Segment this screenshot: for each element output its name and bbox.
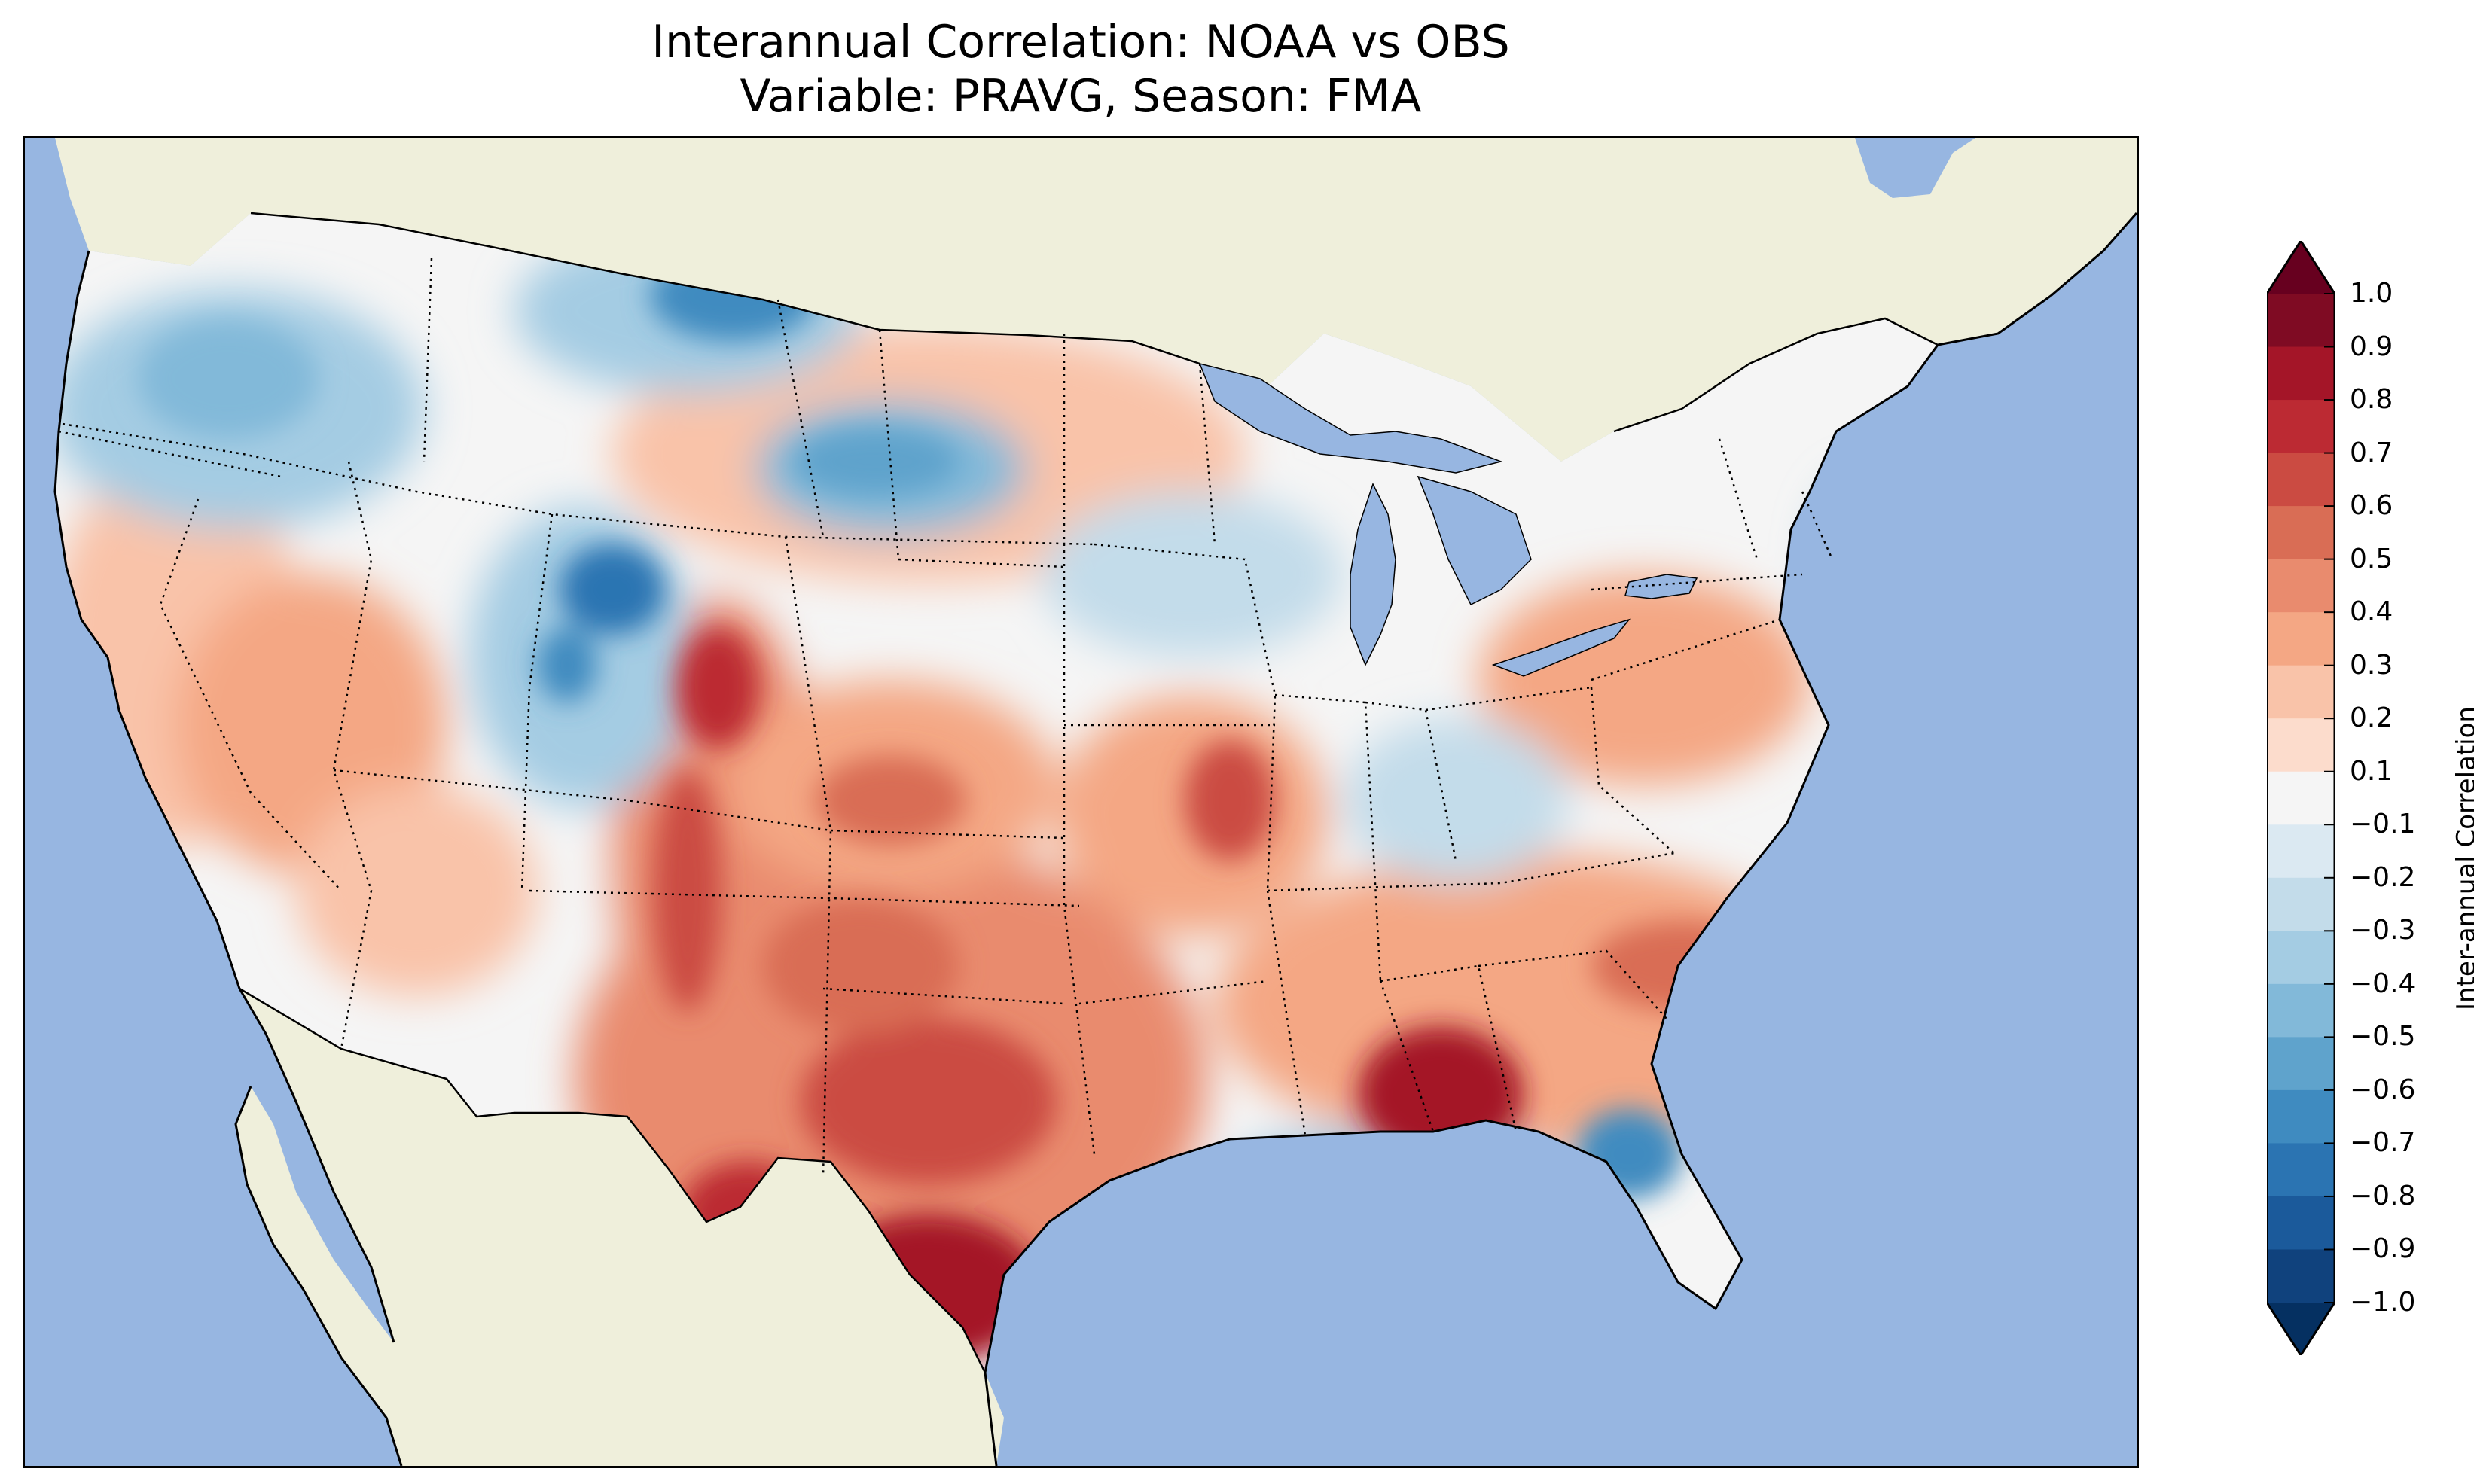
pos-core-front-range bbox=[654, 770, 721, 1011]
colorbar-tick-label: −1.0 bbox=[2350, 1287, 2416, 1318]
colorbar-tick-label: 0.7 bbox=[2350, 437, 2393, 468]
canada-land bbox=[25, 138, 2137, 462]
colorbar-tick-label: 0.4 bbox=[2350, 596, 2393, 628]
colorbar-segment bbox=[2267, 1143, 2335, 1197]
pos-core-oklahoma bbox=[763, 898, 959, 1034]
pos-core-colorado bbox=[676, 627, 759, 748]
lake-ontario bbox=[1624, 574, 1698, 599]
colorbar-tick-label: −0.1 bbox=[2350, 809, 2416, 840]
colorbar-label: Inter-annual Correlation bbox=[2451, 706, 2474, 1010]
colorbar-segment bbox=[2267, 931, 2335, 985]
coastlines bbox=[53, 212, 2137, 1466]
conus-correlation-map bbox=[25, 138, 2137, 1466]
colorbar-segment bbox=[2267, 1196, 2335, 1250]
colorbar-segment bbox=[2267, 1089, 2335, 1144]
lake-michigan bbox=[1350, 483, 1396, 666]
figure-title-line2: Variable: PRAVG, Season: FMA bbox=[740, 70, 1422, 123]
pos-core-kansas bbox=[816, 755, 966, 846]
colorbar-tick-label: −0.9 bbox=[2350, 1233, 2416, 1265]
colorbar-tick-label: 1.0 bbox=[2350, 278, 2393, 309]
colorbar-tick-label: −0.3 bbox=[2350, 915, 2416, 946]
lake-erie bbox=[1491, 618, 1631, 677]
colorbar-segment bbox=[2267, 824, 2335, 879]
colorbar-segment bbox=[2267, 294, 2335, 348]
colorbar-tick-label: −0.8 bbox=[2350, 1180, 2416, 1211]
colorbar-segment bbox=[2267, 877, 2335, 931]
colorbar-tick-label: −0.7 bbox=[2350, 1127, 2416, 1159]
colorbar-segment bbox=[2267, 346, 2335, 401]
colorbar-tick-label: 0.9 bbox=[2350, 331, 2393, 362]
pos-region-arizona bbox=[296, 785, 537, 996]
colorbar-segment bbox=[2267, 771, 2335, 825]
mexico-land bbox=[236, 989, 1004, 1466]
colorbar-tick-label: −0.4 bbox=[2350, 967, 2416, 999]
neg-core-utah bbox=[537, 627, 597, 702]
colorbar-extend-bottom bbox=[2267, 1303, 2335, 1355]
colorbar-tick-label: 0.3 bbox=[2350, 649, 2393, 681]
country-borders bbox=[239, 212, 1939, 1373]
colorbar-segment bbox=[2267, 612, 2335, 666]
colorbar-segment bbox=[2267, 665, 2335, 719]
map-panel bbox=[23, 136, 2139, 1468]
state-borders bbox=[58, 257, 1834, 1178]
neg-region-ohio-valley bbox=[1343, 718, 1569, 883]
colorbar-segment bbox=[2267, 400, 2335, 454]
colorbar-tick-label: 0.6 bbox=[2350, 490, 2393, 522]
lake-superior bbox=[1198, 362, 1503, 474]
neg-core-dakotas bbox=[793, 428, 959, 495]
colorbar-tick-label: −0.6 bbox=[2350, 1074, 2416, 1105]
colorbar-tick-label: −0.2 bbox=[2350, 861, 2416, 893]
colorbar-segment bbox=[2267, 1037, 2335, 1091]
colorbar-segment bbox=[2267, 983, 2335, 1038]
neg-region-upper-midwest bbox=[1042, 492, 1343, 657]
correlation-field bbox=[55, 213, 1938, 1373]
colorbar-tick-label: 0.8 bbox=[2350, 384, 2393, 416]
colorbar-tick-label: −0.5 bbox=[2350, 1021, 2416, 1053]
colorbar-segment bbox=[2267, 1249, 2335, 1303]
colorbar-segment bbox=[2267, 453, 2335, 507]
colorbar-segment bbox=[2267, 559, 2335, 613]
colorbar-tick-label: 0.2 bbox=[2350, 702, 2393, 734]
lake-huron bbox=[1417, 475, 1532, 606]
colorbar bbox=[2267, 241, 2335, 1355]
colorbar-segment bbox=[2267, 506, 2335, 560]
pos-core-iowa bbox=[1185, 740, 1275, 861]
colorbar-extend-top bbox=[2267, 241, 2335, 294]
colorbar-tick-label: 0.1 bbox=[2350, 755, 2393, 787]
colorbar-segment bbox=[2267, 718, 2335, 772]
colorbar-tick-label: 0.5 bbox=[2350, 543, 2393, 574]
neg-core-wyoming bbox=[560, 544, 665, 635]
pos-region-northeast bbox=[1478, 574, 1810, 785]
pos-core-texas-north bbox=[801, 1019, 1057, 1184]
great-lakes bbox=[1198, 362, 1698, 677]
neg-core-washington bbox=[138, 318, 319, 439]
figure-title-line1: Interannual Correlation: NOAA vs OBS bbox=[651, 16, 1510, 69]
